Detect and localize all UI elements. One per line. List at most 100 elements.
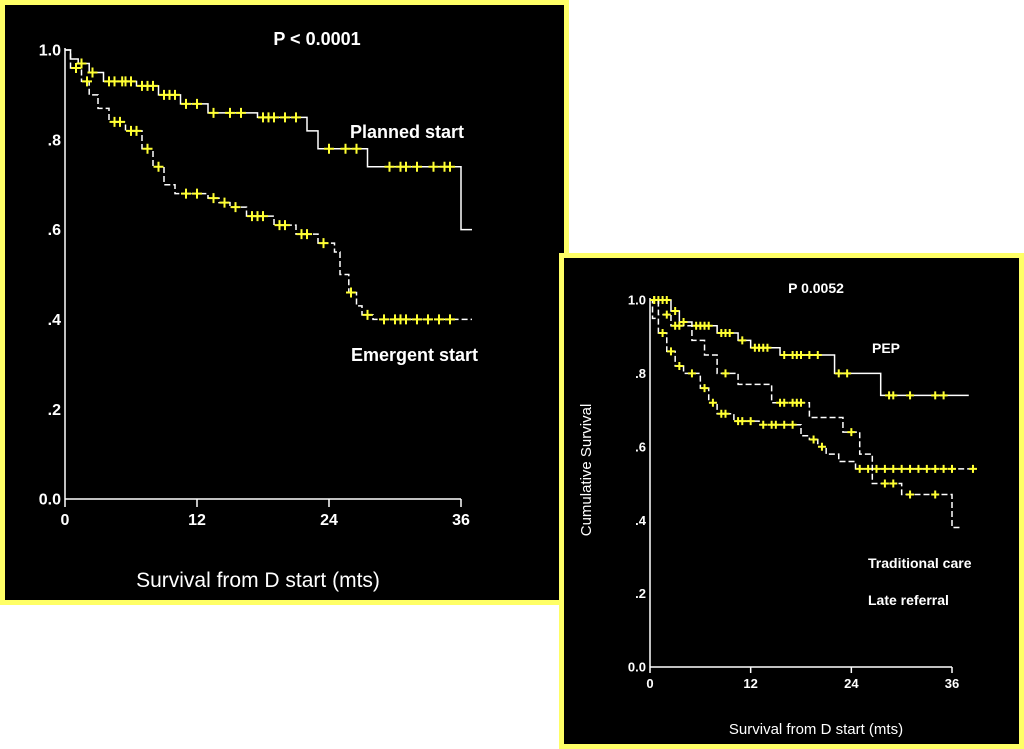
censor-mark-planned-start xyxy=(126,76,136,87)
x-tick-label: 24 xyxy=(320,512,338,529)
censor-mark-traditional-care xyxy=(906,464,915,473)
censor-mark-traditional-care xyxy=(675,362,684,371)
y-tick-label: 0.0 xyxy=(628,660,646,675)
y-tick-label: .8 xyxy=(48,132,61,149)
series-label-traditional-care: Traditional care xyxy=(868,555,972,571)
censor-mark-emergent-start xyxy=(230,202,241,213)
censor-mark-traditional-care xyxy=(931,464,940,473)
censor-mark-planned-start xyxy=(76,58,87,69)
censor-mark-traditional-care xyxy=(880,464,889,473)
censor-mark-late-referral xyxy=(662,310,671,319)
censor-mark-planned-start xyxy=(148,80,158,91)
censor-mark-planned-start xyxy=(445,161,455,172)
censor-mark-emergent-start xyxy=(412,314,422,325)
censor-mark-pep xyxy=(805,351,814,360)
censor-mark-pep xyxy=(679,318,688,327)
censor-mark-traditional-care xyxy=(666,347,675,356)
censor-mark-planned-start xyxy=(170,89,180,100)
censor-mark-traditional-care xyxy=(872,464,881,473)
censor-mark-planned-start xyxy=(412,161,422,172)
censor-mark-emergent-start xyxy=(445,314,455,325)
x-axis-label: Survival from D start (mts) xyxy=(729,721,903,738)
censor-mark-planned-start xyxy=(280,112,290,123)
censor-mark-planned-start xyxy=(324,143,334,154)
censor-mark-traditional-care xyxy=(948,464,956,473)
censor-mark-traditional-care xyxy=(759,420,768,429)
censor-mark-planned-start xyxy=(269,112,279,123)
censor-mark-pep xyxy=(931,391,940,400)
censor-mark-traditional-care xyxy=(687,369,696,378)
censor-mark-pep xyxy=(906,391,915,400)
censor-mark-emergent-start xyxy=(423,314,433,325)
censor-mark-late-referral xyxy=(675,321,684,330)
censor-mark-traditional-care xyxy=(939,464,948,473)
chart-title: P 0.0052 xyxy=(788,280,844,296)
censor-mark-planned-start xyxy=(208,107,219,118)
censor-mark-planned-start xyxy=(236,107,246,118)
x-tick-label: 12 xyxy=(743,676,757,691)
censor-mark-traditional-care xyxy=(922,464,931,473)
censor-mark-emergent-start xyxy=(192,188,202,199)
censor-mark-planned-start xyxy=(384,161,395,172)
series-label-emergent-start: Emergent start xyxy=(351,345,478,365)
censor-mark-pep xyxy=(889,391,898,400)
censor-mark-emergent-start xyxy=(434,314,444,325)
censor-mark-planned-start xyxy=(340,143,351,154)
censor-mark-traditional-care xyxy=(897,464,906,473)
censor-mark-planned-start xyxy=(225,107,235,118)
censor-mark-late-referral xyxy=(721,369,730,378)
censor-mark-emergent-start xyxy=(142,143,153,154)
y-axis-label: Cumulative Survival xyxy=(578,404,595,537)
km-chart-left: 0 12 24 36 0.0 .2 .4 .6 .8 1.0 P < 0.0001 Survival … xyxy=(39,29,478,592)
censor-mark-pep xyxy=(813,351,822,360)
x-tick-label: 0 xyxy=(646,676,653,691)
censor-mark-pep xyxy=(834,369,843,378)
x-tick-label: 0 xyxy=(61,512,70,529)
x-tick-label: 24 xyxy=(844,676,859,691)
y-tick-label: .6 xyxy=(48,222,61,239)
x-tick-label: 36 xyxy=(452,512,470,529)
censor-mark-late-referral xyxy=(847,428,856,437)
x-axis-label: Survival from D start (mts) xyxy=(136,569,380,592)
censor-mark-emergent-start xyxy=(346,287,356,298)
censor-mark-pep xyxy=(780,351,789,360)
censor-mark-emergent-start xyxy=(302,229,312,240)
censor-mark-late-referral xyxy=(880,479,889,488)
censor-mark-emergent-start xyxy=(401,314,411,325)
censor-mark-emergent-start xyxy=(362,309,373,320)
censor-mark-emergent-start xyxy=(208,193,219,204)
censor-mark-planned-start xyxy=(192,98,202,109)
censor-mark-traditional-care xyxy=(968,464,977,473)
censor-mark-traditional-care xyxy=(864,464,873,473)
censor-mark-late-referral xyxy=(780,398,789,407)
censor-mark-traditional-care xyxy=(914,464,923,473)
censor-mark-pep xyxy=(763,343,772,352)
x-tick-label: 36 xyxy=(945,676,959,691)
censor-mark-traditional-care xyxy=(780,420,789,429)
censor-mark-pep xyxy=(843,369,852,378)
censor-mark-emergent-start xyxy=(71,62,81,73)
censor-mark-emergent-start xyxy=(115,116,125,127)
series-label-planned-start: Planned start xyxy=(350,122,464,142)
series-label-pep: PEP xyxy=(872,340,900,356)
y-tick-label: 0.0 xyxy=(39,492,61,509)
censor-mark-emergent-start xyxy=(219,197,230,208)
censor-mark-traditional-care xyxy=(817,442,826,451)
censor-mark-pep xyxy=(704,321,713,330)
censor-mark-traditional-care xyxy=(771,420,780,429)
y-tick-label: .4 xyxy=(48,312,61,329)
censor-mark-traditional-care xyxy=(708,398,717,407)
km-chart-right: 0 12 24 36 0.0 .2 .4 .6 .8 1.0 P 0.0052 Survival fr… xyxy=(578,280,977,738)
censor-mark-emergent-start xyxy=(131,125,142,136)
y-tick-label: .4 xyxy=(635,513,647,528)
censor-mark-late-referral xyxy=(889,479,898,488)
censor-mark-pep xyxy=(738,336,747,345)
censor-mark-planned-start xyxy=(291,112,301,123)
censor-mark-emergent-start xyxy=(280,220,290,231)
censor-mark-planned-start xyxy=(428,161,439,172)
y-tick-label: .6 xyxy=(635,439,646,454)
series-label-late-referral: Late referral xyxy=(868,592,949,608)
censor-mark-traditional-care xyxy=(746,417,755,426)
censor-mark-pep xyxy=(939,391,948,400)
censor-mark-traditional-care xyxy=(889,464,898,473)
